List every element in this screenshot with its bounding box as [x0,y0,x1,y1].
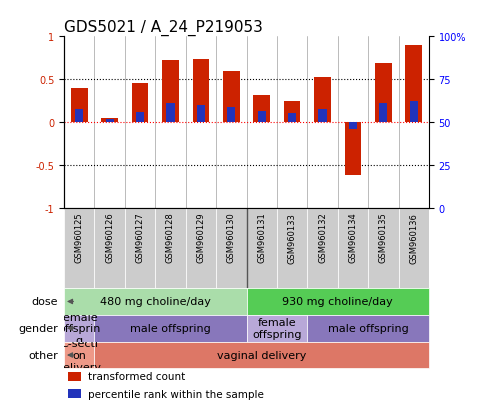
Text: 480 mg choline/day: 480 mg choline/day [100,297,211,307]
Text: GSM960135: GSM960135 [379,212,388,263]
Text: gender: gender [18,323,58,333]
Text: C-secti
on
delivery: C-secti on delivery [57,339,102,372]
Bar [125,208,155,288]
Bar [253,95,270,123]
Bar [227,108,236,123]
Bar [95,315,246,342]
Text: female
offsprin
g: female offsprin g [58,312,101,345]
Bar [277,208,307,288]
Bar [368,208,398,288]
Text: GSM960128: GSM960128 [166,212,175,263]
Bar [106,119,114,123]
Bar [375,64,391,123]
Text: GSM960132: GSM960132 [318,212,327,263]
Bar [246,288,429,315]
Text: GSM960134: GSM960134 [349,212,357,263]
Bar [223,71,240,123]
Bar [284,102,300,123]
Text: GSM960133: GSM960133 [287,212,297,263]
Bar [166,104,175,123]
Bar [246,208,277,288]
Bar [64,288,246,315]
Text: GSM960136: GSM960136 [409,212,418,263]
Bar [155,208,186,288]
Bar [398,208,429,288]
Bar [132,83,148,123]
Text: GSM960129: GSM960129 [196,212,206,263]
Text: 930 mg choline/day: 930 mg choline/day [282,297,393,307]
Bar [257,112,266,123]
Text: GSM960130: GSM960130 [227,212,236,263]
Bar [75,110,83,123]
Bar [410,102,418,123]
Text: GSM960125: GSM960125 [75,212,84,263]
Bar [314,77,331,123]
Bar [64,342,95,368]
Bar [318,110,327,123]
Bar [102,119,118,123]
Text: GSM960126: GSM960126 [105,212,114,263]
Bar [338,208,368,288]
Text: male offspring: male offspring [328,323,409,333]
Text: GSM960131: GSM960131 [257,212,266,263]
Bar [193,60,209,123]
Bar [216,208,246,288]
Bar [349,123,357,130]
Bar [162,61,179,123]
Text: dose: dose [32,297,58,307]
Bar [95,208,125,288]
Bar [307,315,429,342]
Bar [71,88,88,123]
Bar [186,208,216,288]
Text: transformed count: transformed count [88,372,185,382]
Text: female
offspring: female offspring [252,318,302,339]
Text: GSM960127: GSM960127 [136,212,144,263]
Bar [405,46,422,123]
Bar [64,315,95,342]
Bar [288,114,296,123]
Bar [246,315,307,342]
Bar [345,123,361,176]
Text: percentile rank within the sample: percentile rank within the sample [88,389,264,399]
Bar [307,208,338,288]
Text: other: other [28,350,58,360]
Bar [197,106,205,123]
Bar [379,104,387,123]
Bar [64,208,95,288]
Bar [68,372,80,381]
Text: GDS5021 / A_24_P219053: GDS5021 / A_24_P219053 [64,20,263,36]
Bar [136,112,144,123]
Text: vaginal delivery: vaginal delivery [217,350,306,360]
Bar [68,389,80,399]
Text: male offspring: male offspring [130,323,211,333]
